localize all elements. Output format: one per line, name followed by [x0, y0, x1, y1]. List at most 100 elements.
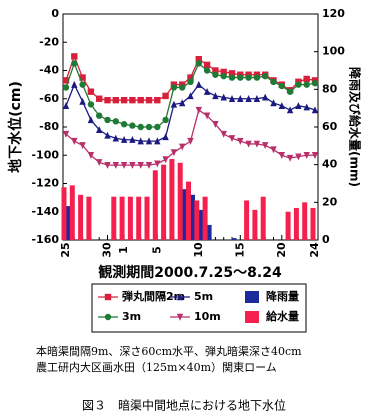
legend-marker — [104, 293, 112, 301]
point — [253, 140, 261, 148]
x-tick-label: 15 — [233, 242, 246, 257]
point — [253, 74, 261, 81]
point — [112, 96, 119, 104]
y2-tick-label: 0 — [322, 233, 330, 246]
point — [154, 96, 161, 104]
point — [137, 96, 144, 104]
point — [104, 96, 111, 104]
x-tick-label: 5 — [150, 246, 163, 254]
caption: 図３ 暗渠中間地点における地下水位 — [82, 398, 286, 413]
point — [145, 96, 153, 104]
point — [303, 75, 310, 83]
point — [195, 80, 202, 88]
point — [220, 93, 227, 101]
bar — [310, 207, 316, 240]
point — [120, 136, 128, 143]
bar — [206, 224, 212, 240]
bar — [69, 185, 75, 240]
point — [120, 96, 128, 104]
y2-tick-label: 60 — [322, 120, 338, 133]
point — [270, 146, 277, 154]
point — [87, 116, 95, 124]
point — [179, 84, 186, 91]
point — [170, 149, 178, 157]
point — [79, 74, 86, 81]
point — [162, 116, 169, 124]
point — [137, 137, 144, 145]
bar — [61, 187, 67, 240]
point — [104, 116, 111, 124]
point — [112, 161, 119, 169]
legend-label: 5m — [194, 290, 213, 303]
legend-marker — [176, 293, 184, 301]
bar — [244, 200, 250, 240]
point — [120, 161, 128, 169]
legend-swatch — [245, 311, 259, 323]
point — [137, 161, 144, 169]
point — [71, 53, 78, 60]
bar — [260, 196, 266, 240]
bar — [186, 181, 191, 240]
point — [270, 78, 277, 86]
bar — [169, 159, 175, 240]
bar — [86, 196, 92, 240]
bar — [111, 196, 117, 240]
bar — [302, 202, 308, 240]
point — [154, 160, 161, 168]
point — [278, 102, 285, 110]
note: 本暗渠間隔9m、深さ60cm水平、弾丸暗渠深さ40cm — [36, 344, 302, 358]
point — [96, 126, 103, 134]
point — [228, 74, 236, 81]
bar — [152, 170, 158, 240]
point — [286, 154, 294, 162]
point — [154, 123, 161, 131]
point — [62, 77, 70, 84]
point — [228, 95, 236, 102]
x-tick-label: 10 — [192, 242, 205, 258]
point — [228, 135, 236, 142]
bar — [231, 238, 237, 240]
point — [237, 74, 244, 81]
point — [137, 123, 144, 131]
bar — [136, 196, 142, 240]
point — [203, 87, 211, 95]
point — [253, 95, 261, 102]
point — [79, 142, 86, 150]
legend-label: 10m — [194, 310, 221, 323]
bar — [181, 189, 187, 240]
point — [129, 136, 136, 143]
point — [245, 74, 252, 81]
point — [295, 153, 302, 161]
bar — [119, 196, 125, 240]
y-tick-label: -60 — [39, 92, 59, 105]
point — [262, 93, 269, 101]
point — [295, 102, 302, 110]
point — [179, 99, 186, 107]
legend-label: 3m — [122, 310, 141, 323]
bar — [144, 196, 150, 240]
point — [71, 137, 78, 145]
point — [120, 120, 128, 128]
y2-axis-title: 降雨及び給水量(mm) — [348, 67, 363, 187]
point — [71, 80, 78, 88]
point — [278, 152, 285, 159]
x-tick-label: 20 — [275, 242, 288, 258]
point — [145, 161, 153, 169]
bar — [65, 206, 71, 240]
legend-label: 降雨量 — [266, 289, 299, 303]
point — [145, 137, 153, 145]
point — [303, 152, 310, 159]
point — [262, 142, 269, 150]
x-tick-label: 30 — [101, 242, 114, 258]
point — [203, 61, 211, 69]
point — [162, 156, 169, 164]
y-tick-label: -140 — [31, 205, 59, 218]
point — [112, 118, 120, 125]
point — [129, 161, 136, 169]
point — [228, 70, 236, 77]
point — [203, 112, 211, 120]
y-tick-label: -160 — [31, 233, 59, 246]
point — [311, 80, 319, 87]
y2-tick-label: 120 — [322, 7, 345, 20]
